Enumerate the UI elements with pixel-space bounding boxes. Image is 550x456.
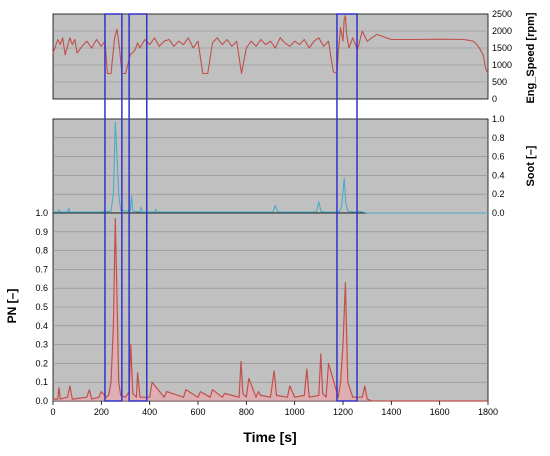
highlight-window-1 (104, 13, 123, 402)
y-tick-label-pn: 0.6 (35, 283, 48, 293)
x-tick-label: 1200 (333, 407, 353, 417)
series-line-soot-0 (53, 121, 488, 214)
x-tick-label: 200 (94, 407, 109, 417)
x-axis-label: Time [s] (243, 429, 296, 445)
x-tick-label: 1800 (478, 407, 498, 417)
y-axis-label-eng-speed: Eng_Speed [rpm] (525, 12, 537, 103)
y-tick-label-pn: 0.5 (35, 302, 48, 312)
y-axis-label-soot: Soot [–] (525, 145, 537, 186)
y-tick-label-eng_speed: 1500 (492, 43, 512, 53)
y-tick-label-eng_speed: 500 (492, 77, 507, 87)
y-tick-label-pn: 0.8 (35, 246, 48, 256)
y-tick-label-pn: 0.9 (35, 227, 48, 237)
y-tick-label-pn: 0.1 (35, 377, 48, 387)
x-tick-label: 1600 (430, 407, 450, 417)
y-tick-label-eng_speed: 2000 (492, 26, 512, 36)
y-tick-label-eng_speed: 0 (492, 94, 497, 104)
plot-area-soot (52, 118, 489, 214)
y-tick-label-pn: 0.4 (35, 321, 48, 331)
y-tick-label-pn: 0.3 (35, 340, 48, 350)
y-tick-label-soot: 0.2 (492, 189, 505, 199)
y-tick-label-soot: 0.0 (492, 208, 505, 218)
highlight-window-3 (336, 13, 358, 402)
highlight-windows (104, 13, 358, 402)
y-tick-label-soot: 0.4 (492, 170, 505, 180)
highlight-window-2 (128, 13, 148, 402)
tick-labels: 050010001500200025000.00.20.40.60.81.00.… (35, 9, 512, 417)
gridlines (53, 30, 488, 383)
x-tick-label: 0 (50, 407, 55, 417)
y-axis-label-pn: PN [–] (5, 289, 19, 324)
x-tick-label: 400 (142, 407, 157, 417)
series-line-eng_speed-0 (52, 15, 489, 75)
y-tick-label-soot: 1.0 (492, 114, 505, 124)
x-tick-label: 1000 (285, 407, 305, 417)
y-tick-label-pn: 0.7 (35, 264, 48, 274)
y-tick-label-pn: 0.2 (35, 358, 48, 368)
y-tick-label-pn: 0.0 (35, 396, 48, 406)
x-tick-label: 1400 (381, 407, 401, 417)
y-tick-label-pn: 1.0 (35, 208, 48, 218)
y-tick-label-eng_speed: 1000 (492, 60, 512, 70)
x-tick-label: 600 (190, 407, 205, 417)
y-tick-label-soot: 0.6 (492, 152, 505, 162)
y-tick-label-soot: 0.8 (492, 133, 505, 143)
x-tick-label: 800 (239, 407, 254, 417)
y-tick-label-eng_speed: 2500 (492, 9, 512, 19)
plot-area-eng_speed (52, 13, 489, 100)
